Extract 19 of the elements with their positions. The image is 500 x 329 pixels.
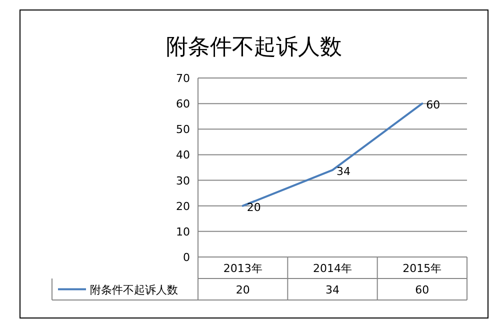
y-tick-label: 60 — [176, 98, 190, 111]
y-tick-label: 50 — [176, 123, 190, 136]
y-tick-label: 70 — [176, 72, 190, 85]
annotation: 60 — [426, 98, 440, 112]
x-tick-label: 2015年 — [402, 262, 442, 275]
legend-label: 附条件不起诉人数 — [90, 284, 178, 296]
y-tick-label: 10 — [176, 225, 190, 238]
x-tick-label: 2014年 — [313, 262, 352, 275]
data-label: 60 — [415, 284, 430, 296]
annotation: 34 — [336, 165, 350, 178]
y-tick-label: 20 — [176, 200, 190, 213]
chart-title: 附条件不起诉人数 — [166, 35, 342, 60]
y-tick-label: 30 — [176, 174, 190, 188]
y-tick-label: 0 — [183, 251, 190, 264]
data-label: 20 — [236, 284, 250, 296]
x-tick-label: 2013年 — [223, 262, 262, 275]
data-label: 34 — [326, 284, 340, 296]
y-tick-label: 40 — [176, 148, 190, 162]
annotation: 20 — [246, 200, 261, 214]
